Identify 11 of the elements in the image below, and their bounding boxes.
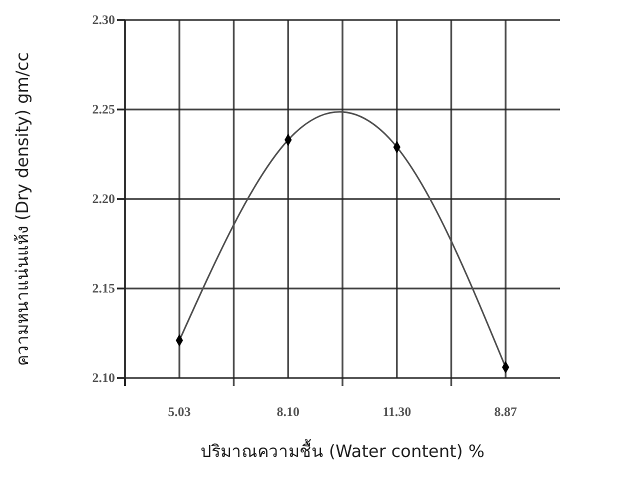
x-tick-label: 5.03 bbox=[168, 404, 192, 419]
x-tick-label: 11.30 bbox=[382, 404, 412, 419]
y-tick-label: 2.10 bbox=[92, 370, 115, 386]
x-tick-label: 8.10 bbox=[276, 404, 300, 419]
x-axis-title: ปริมาณความชื้น (Water content) % bbox=[200, 439, 484, 462]
y-tick-label: 2.25 bbox=[92, 102, 116, 117]
y-tick-label: 2.20 bbox=[92, 191, 115, 206]
y-tick-label: 2.15 bbox=[92, 280, 116, 296]
y-axis-title: ความหนาแน่นแห้ง (Dry density) gm/cc bbox=[13, 52, 33, 366]
y-tick-label: 2.30 bbox=[92, 12, 115, 28]
x-tick-label: 8.87 bbox=[494, 404, 518, 419]
